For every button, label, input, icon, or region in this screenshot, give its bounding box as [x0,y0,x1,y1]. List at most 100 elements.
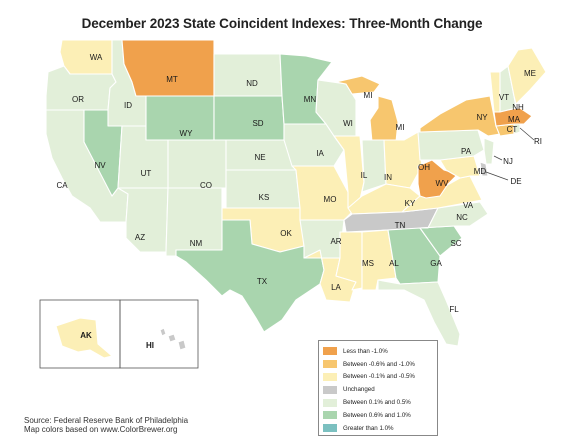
state-label-tn: TN [395,221,406,230]
legend-label: Between -0.6% and -1.0% [343,360,415,368]
state-label-ak: AK [80,331,92,340]
legend-label: Between 0.1% and 0.5% [343,399,411,407]
state-label-nc: NC [456,213,468,222]
state-tx [175,219,325,333]
state-mt [121,39,215,97]
state-mo [291,165,353,221]
state-label-wi: WI [343,119,353,128]
state-wv [417,159,459,199]
state-label-mt: MT [166,75,178,84]
legend-swatch [323,411,337,420]
legend-item-lt-1: Less than -1.0% [323,345,433,358]
legend-swatch [323,360,337,369]
state-label-ar: AR [330,237,341,246]
state-ma [493,107,533,127]
state-label-mi: MI [396,123,405,132]
state-label-tx: TX [257,277,268,286]
legend-swatch [323,385,337,394]
leader-line-ri [519,127,535,141]
legend-label: Less than -1.0% [343,347,388,355]
state-fl [377,279,461,347]
state-sd [213,95,285,141]
state-label-ri: RI [534,137,542,146]
state-label-il: IL [361,171,368,180]
state-label-ca: CA [56,181,68,190]
state-label-hi: HI [146,341,154,350]
legend-swatch [323,398,337,407]
state-label-or: OR [72,95,84,104]
state-label-sc: SC [450,239,461,248]
state-label-ct: CT [507,125,518,134]
state-label-mi-upper: MI [364,91,373,100]
state-label-oh: OH [418,163,430,172]
state-label-md: MD [474,167,487,176]
state-nd [213,53,283,97]
legend-label: Between -0.1% and -0.5% [343,373,415,381]
state-label-az: AZ [135,233,145,242]
state-label-fl: FL [449,305,459,314]
legend: Less than -1.0% Between -0.6% and -1.0% Be… [318,340,438,436]
state-label-ne: NE [254,153,265,162]
source-note: Source: Federal Reserve Bank of Philadel… [24,416,188,434]
state-label-ma: MA [508,115,521,124]
state-wa [59,39,113,75]
legend-item-m10-m06: Between -0.6% and -1.0% [323,358,433,371]
state-label-mo: MO [324,195,337,204]
legend-item-p01-p05: Between 0.1% and 0.5% [323,396,433,409]
state-in [361,139,387,193]
state-label-nv: NV [94,161,106,170]
state-label-ut: UT [141,169,152,178]
source-line-1: Source: Federal Reserve Bank of Philadel… [24,416,189,425]
state-label-wa: WA [90,53,103,62]
state-label-nm: NM [190,239,203,248]
state-de [479,161,489,177]
state-label-me: ME [524,69,536,78]
state-label-ms: MS [362,259,374,268]
state-label-nj: NJ [503,157,513,166]
state-label-ia: IA [316,149,324,158]
legend-item-zero: Unchanged [323,383,433,396]
state-label-sd: SD [252,119,263,128]
state-label-la: LA [331,283,341,292]
legend-label: Greater than 1.0% [343,424,394,432]
legend-item-gt1: Greater than 1.0% [323,422,433,435]
legend-item-m05-m01: Between -0.1% and -0.5% [323,371,433,384]
state-ks [225,169,301,209]
state-label-al: AL [389,259,399,268]
state-label-ky: KY [405,199,416,208]
legend-label: Unchanged [343,386,375,394]
state-label-wy: WY [180,129,194,138]
state-pa [417,129,485,161]
state-label-in: IN [384,173,392,182]
state-hi [159,327,187,351]
state-label-id: ID [124,101,132,110]
state-ny [419,95,501,137]
legend-label: Between 0.6% and 1.0% [343,411,411,419]
legend-item-p06-p10: Between 0.6% and 1.0% [323,409,433,422]
map-title: December 2023 State Coincident Indexes: … [81,16,483,31]
state-label-ok: OK [280,229,292,238]
legend-swatch [323,347,337,356]
leader-line-de [485,171,509,181]
state-nj [483,137,495,165]
legend-swatch [323,424,337,433]
state-label-wv: WV [436,179,450,188]
state-me [507,47,547,105]
state-label-mn: MN [304,95,317,104]
state-co [167,139,227,189]
state-label-pa: PA [461,147,472,156]
state-ak [55,317,113,359]
state-label-vt: VT [499,93,509,102]
state-label-ga: GA [430,259,442,268]
source-line-2: Map colors based on www.ColorBrewer.org [24,425,178,434]
legend-swatch [323,372,337,381]
state-label-nd: ND [246,79,258,88]
state-label-ny: NY [476,113,488,122]
state-label-ks: KS [259,193,270,202]
state-label-nh: NH [512,103,524,112]
state-label-co: CO [200,181,212,190]
hawaii-inset-frame [119,299,199,369]
leader-line-nj [493,155,503,161]
